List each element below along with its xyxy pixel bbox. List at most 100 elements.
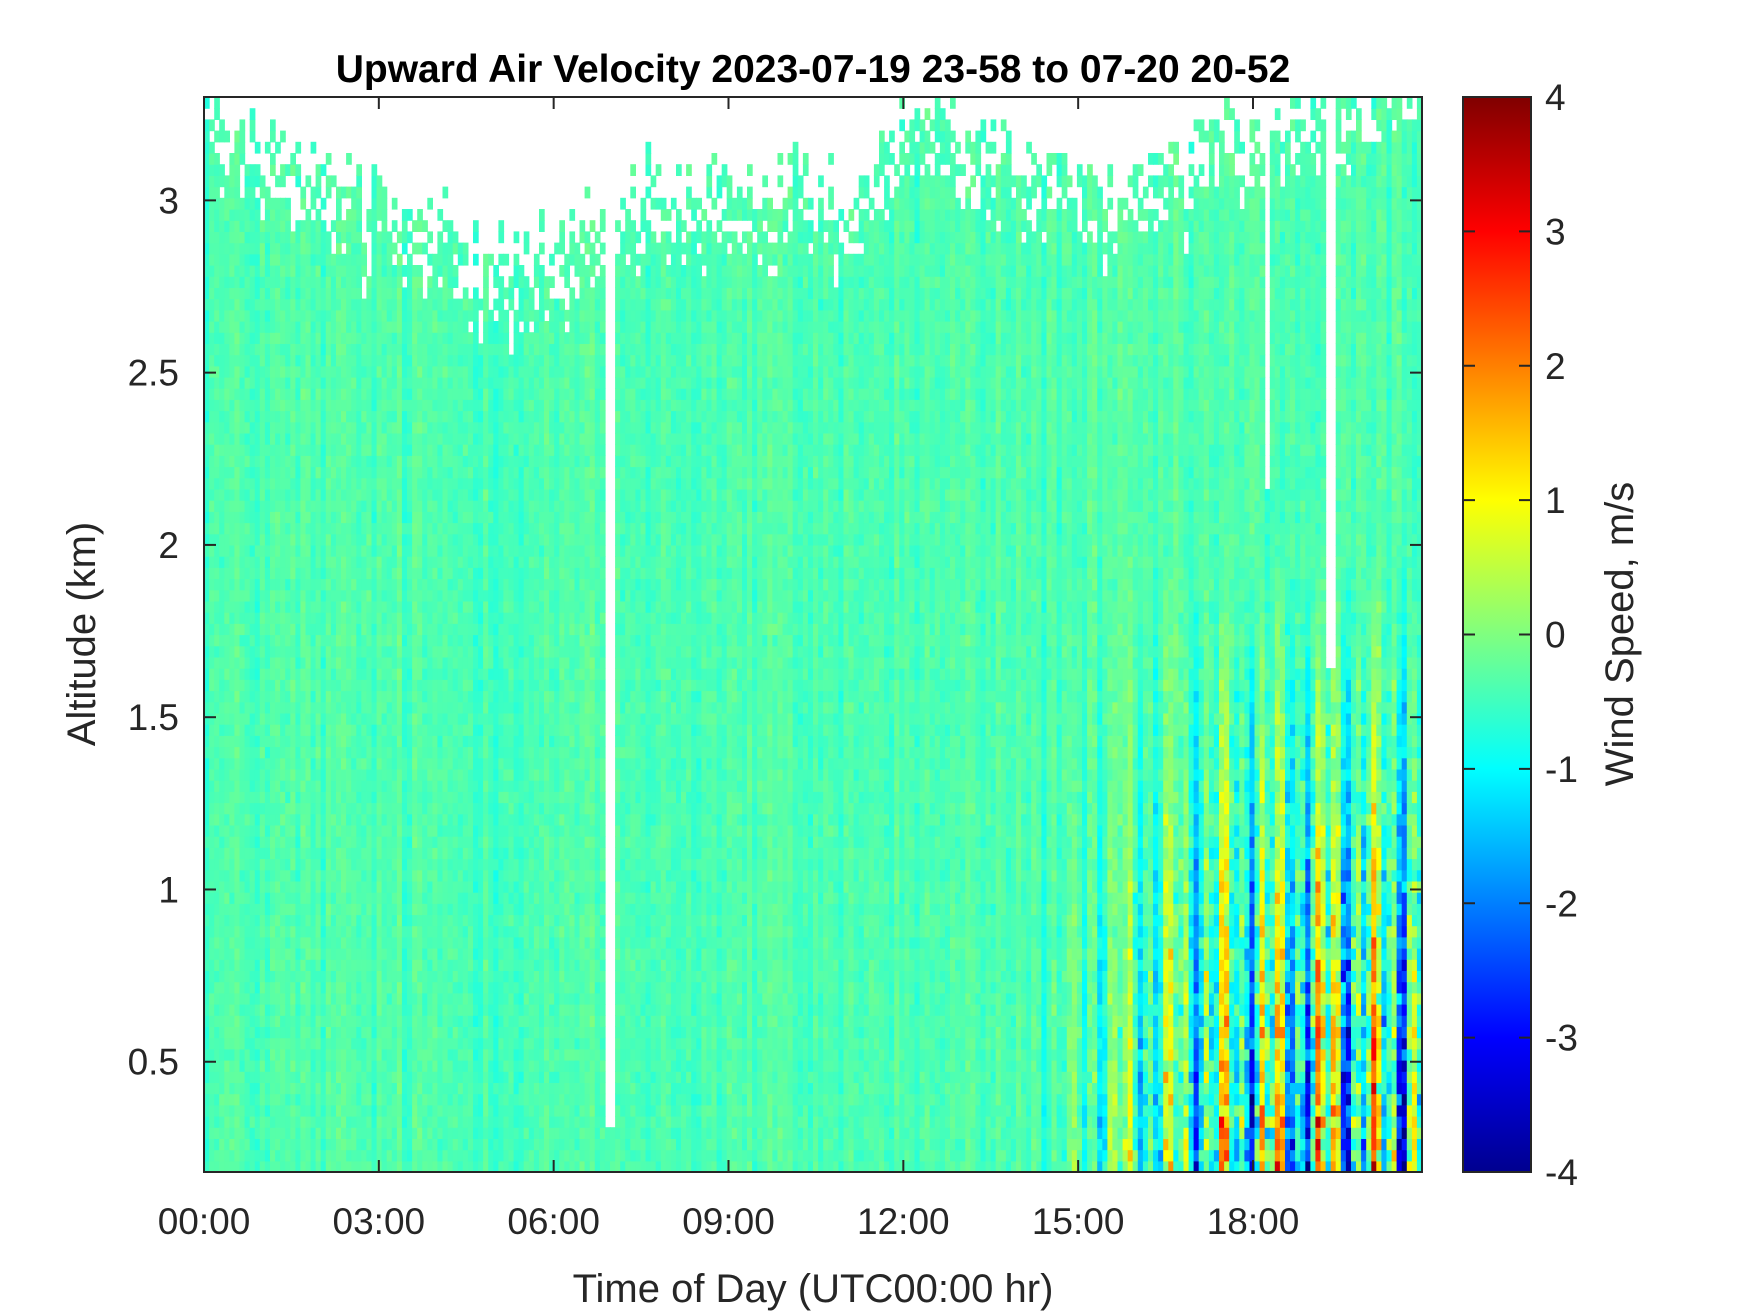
heatmap-cell	[325, 556, 332, 568]
heatmap-cell	[396, 735, 403, 748]
heatmap-cell	[483, 679, 489, 692]
heatmap-cell	[330, 354, 337, 367]
heatmap-cell	[493, 421, 499, 434]
heatmap-cell	[366, 309, 373, 322]
heatmap-cell	[386, 824, 393, 837]
heatmap-cell	[244, 544, 251, 557]
heatmap-cell	[305, 768, 312, 781]
heatmap-cell	[488, 1138, 494, 1151]
heatmap-cell	[417, 354, 423, 367]
heatmap-cell	[249, 612, 256, 624]
heatmap-cell	[204, 567, 210, 580]
heatmap-cell	[254, 690, 261, 703]
heatmap-cell	[351, 556, 357, 568]
heatmap-cell	[442, 309, 449, 322]
heatmap-cell	[254, 880, 261, 893]
heatmap-cell	[320, 701, 327, 714]
heatmap-cell	[452, 578, 459, 591]
heatmap-cell	[270, 276, 276, 288]
heatmap-cell	[356, 948, 362, 960]
heatmap-cell	[493, 690, 499, 703]
heatmap-cell	[422, 925, 428, 938]
heatmap-cell	[214, 903, 220, 916]
heatmap-cell	[432, 1138, 439, 1151]
heatmap-cell	[401, 914, 408, 927]
heatmap-cell	[432, 1093, 439, 1106]
heatmap-cell	[412, 365, 418, 378]
heatmap-cell	[330, 656, 337, 669]
heatmap-cell	[239, 444, 246, 456]
heatmap-cell	[346, 321, 352, 333]
heatmap-cell	[381, 858, 388, 871]
heatmap-cell	[320, 869, 327, 882]
heatmap-cell	[300, 824, 307, 837]
heatmap-cell	[457, 600, 464, 613]
heatmap-cell	[290, 164, 296, 176]
heatmap-cell	[346, 1104, 352, 1117]
heatmap-cell	[209, 712, 215, 725]
heatmap-cell	[219, 164, 225, 176]
heatmap-cell	[396, 589, 403, 602]
heatmap-cell	[295, 981, 302, 994]
heatmap-cell	[366, 578, 373, 591]
heatmap-cell	[320, 656, 327, 669]
heatmap-cell	[396, 858, 403, 871]
heatmap-cell	[290, 332, 296, 344]
heatmap-cell	[224, 231, 230, 244]
heatmap-cell	[493, 466, 499, 479]
heatmap-cell	[478, 1149, 484, 1162]
heatmap-cell	[336, 220, 342, 232]
heatmap-cell	[401, 421, 408, 434]
heatmap-cell	[401, 970, 408, 983]
heatmap-cell	[346, 936, 352, 949]
heatmap-cell	[407, 925, 413, 938]
heatmap-cell	[234, 1015, 241, 1027]
heatmap-cell	[462, 1015, 469, 1027]
heatmap-cell	[493, 802, 499, 815]
heatmap-cell	[234, 645, 241, 658]
heatmap-cell	[264, 253, 271, 266]
heatmap-cell	[325, 265, 332, 277]
heatmap-cell	[259, 858, 266, 871]
heatmap-cell	[285, 690, 291, 703]
heatmap-cell	[290, 791, 296, 804]
heatmap-cell	[346, 1037, 352, 1050]
heatmap-cell	[361, 488, 367, 501]
heatmap-cell	[214, 388, 220, 400]
heatmap-cell	[234, 1093, 241, 1106]
heatmap-cell	[412, 802, 418, 815]
heatmap-cell	[234, 948, 241, 960]
heatmap-cell	[285, 992, 291, 1005]
heatmap-cell	[356, 354, 362, 367]
heatmap-cell	[422, 735, 428, 748]
heatmap-cell	[254, 1160, 261, 1172]
heatmap-cell	[341, 936, 347, 949]
heatmap-cell	[432, 410, 439, 423]
heatmap-cell	[249, 231, 256, 244]
heatmap-cell	[270, 365, 276, 378]
heatmap-cell	[325, 567, 332, 580]
heatmap-cell	[336, 309, 342, 322]
heatmap-cell	[457, 1160, 464, 1172]
heatmap-cell	[209, 220, 215, 232]
heatmap-cell	[264, 1071, 271, 1083]
heatmap-cell	[386, 1149, 393, 1162]
heatmap-cell	[310, 1048, 317, 1061]
heatmap-cell	[488, 992, 494, 1005]
heatmap-cell	[270, 813, 276, 826]
heatmap-cell	[219, 858, 225, 871]
heatmap-cell	[320, 544, 327, 557]
heatmap-cell	[432, 265, 439, 277]
heatmap-cell	[467, 836, 474, 848]
heatmap-cell	[442, 265, 449, 277]
heatmap-cell	[356, 869, 362, 882]
heatmap-cell	[467, 724, 474, 736]
heatmap-cell	[330, 567, 337, 580]
heatmap-cell	[320, 466, 327, 479]
heatmap-cell	[249, 981, 256, 994]
heatmap-cell	[234, 321, 241, 333]
heatmap-cell	[462, 287, 469, 300]
heatmap-cell	[422, 1060, 428, 1072]
heatmap-cell	[244, 578, 251, 591]
heatmap-cell	[412, 589, 418, 602]
